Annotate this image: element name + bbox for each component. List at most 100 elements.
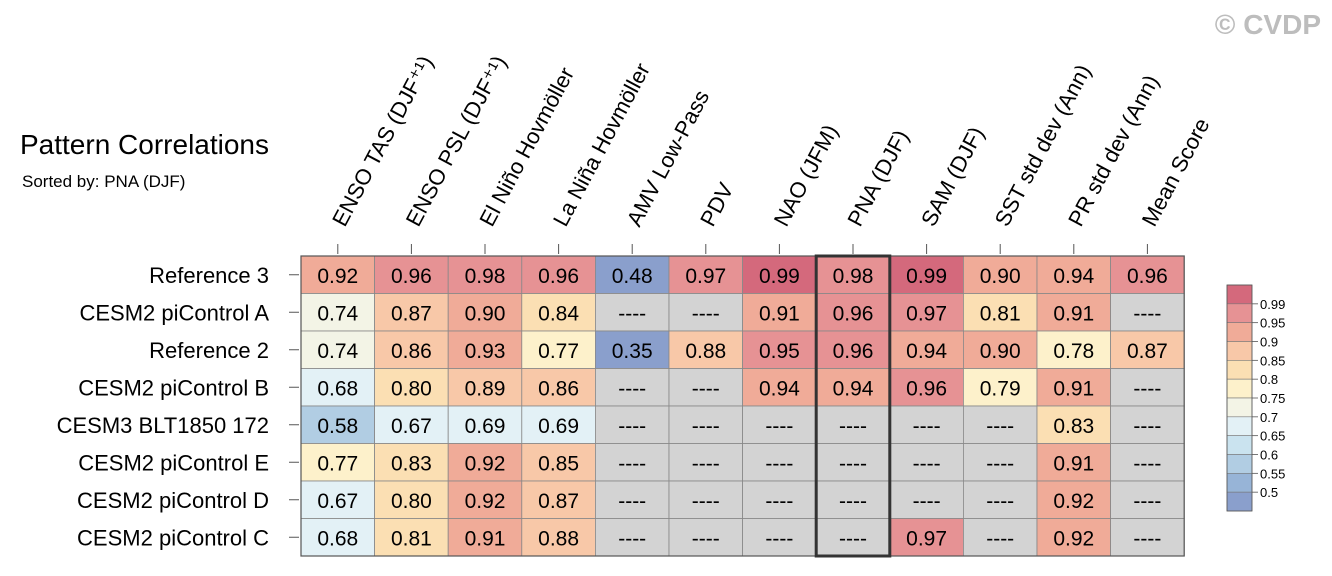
column-label: Mean Score [1137, 114, 1215, 230]
heatmap-cell [1036, 405, 1111, 444]
cell-value-label: 0.48 [612, 265, 653, 288]
colorbar-label: 0.85 [1260, 353, 1285, 368]
cell-value-label: 0.88 [685, 340, 726, 363]
heatmap-cell [1036, 293, 1111, 332]
colorbar: 0.99 0.95 0.9 0.85 0.8 0.75 0.7 0.65 0.6 0.55 0.5 [1226, 284, 1285, 512]
heatmap-cell [374, 405, 449, 444]
cell-value-label: ---- [618, 302, 646, 325]
chart-title: Pattern Correlations [20, 129, 269, 160]
cell-value-label: 0.78 [1053, 340, 1094, 363]
heatmap-cell [300, 443, 375, 482]
colorbar-swatch [1226, 322, 1253, 342]
heatmap-cell [815, 293, 891, 332]
heatmap-cell [595, 330, 670, 369]
heatmap-cell [668, 293, 743, 332]
heatmap-cell [889, 293, 964, 332]
cell-value-label: 0.96 [391, 265, 432, 288]
row-label: Reference 3 [149, 263, 269, 288]
column-label: NAO (JFM) [769, 120, 843, 230]
heatmap-grid: 0.92 0.96 0.98 0.96 0.48 0.97 0.99 0.98 0.99 0.90… [57, 51, 1215, 558]
heatmap-cell [742, 330, 817, 369]
heatmap-cell [668, 368, 743, 407]
cell-value-label: 0.74 [317, 302, 358, 325]
cell-value-label: 0.92 [317, 265, 358, 288]
cell-value-label: 0.96 [906, 377, 947, 400]
cell-value-label: ---- [765, 415, 793, 438]
colorbar-label: 0.55 [1260, 466, 1285, 481]
colorbar-swatch [1226, 303, 1253, 323]
colorbar-label: 0.99 [1260, 297, 1285, 312]
heatmap-cell [521, 368, 596, 407]
heatmap-cell [963, 480, 1038, 519]
cell-value-label: ---- [986, 452, 1014, 475]
heatmap-cell [447, 518, 523, 557]
cell-value-label: ---- [1133, 490, 1161, 513]
cell-value-label: 0.96 [538, 265, 579, 288]
cell-value-label: 0.87 [391, 302, 432, 325]
cell-value-label: 0.93 [465, 340, 506, 363]
row-label: CESM2 piControl D [77, 488, 269, 513]
cell-value-label: 0.58 [317, 415, 358, 438]
row-label: Reference 2 [149, 338, 269, 363]
cell-value-label: 0.90 [980, 265, 1021, 288]
heatmap-cell [742, 480, 817, 519]
heatmap-cell [963, 255, 1038, 294]
cell-value-label: 0.92 [465, 490, 506, 513]
heatmap-cell [963, 518, 1038, 557]
cell-value-label: 0.97 [685, 265, 726, 288]
cell-value-label: 0.91 [1053, 377, 1094, 400]
heatmap-cell [668, 443, 743, 482]
cell-value-label: ---- [913, 490, 941, 513]
heatmap-cell [668, 255, 743, 294]
cell-value-label: 0.80 [391, 490, 432, 513]
heatmap-cell [374, 293, 449, 332]
heatmap-cell [963, 368, 1038, 407]
cell-value-label: 0.80 [391, 377, 432, 400]
cell-value-label: 0.99 [906, 265, 947, 288]
cell-value-label: 0.67 [317, 490, 358, 513]
heatmap-cell [1110, 330, 1185, 369]
heatmap-cell [1110, 480, 1185, 519]
cell-value-label: ---- [839, 415, 867, 438]
cell-value-label: 0.67 [391, 415, 432, 438]
heatmap-cell [447, 480, 523, 519]
cell-value-label: ---- [692, 490, 720, 513]
heatmap-cell [521, 443, 596, 482]
cell-value-label: 0.89 [465, 377, 506, 400]
cell-value-label: ---- [692, 302, 720, 325]
cell-value-label: 0.91 [1053, 452, 1094, 475]
heatmap-cell [595, 480, 670, 519]
cell-value-label: ---- [986, 490, 1014, 513]
cell-value-label: ---- [618, 452, 646, 475]
heatmap-cell [1110, 255, 1185, 294]
cell-value-label: 0.96 [833, 340, 874, 363]
row-label: CESM2 piControl E [78, 450, 269, 475]
cell-value-label: 0.99 [759, 265, 800, 288]
cell-value-label: ---- [692, 415, 720, 438]
heatmap-cell [1036, 368, 1111, 407]
cell-value-label: 0.95 [759, 340, 800, 363]
colorbar-label: 0.95 [1260, 316, 1285, 331]
heatmap-cell [521, 293, 596, 332]
colorbar-swatch [1226, 341, 1253, 361]
cell-value-label: 0.85 [538, 452, 579, 475]
cell-value-label: 0.77 [538, 340, 579, 363]
cell-value-label: 0.77 [317, 452, 358, 475]
cell-value-label: 0.90 [980, 340, 1021, 363]
heatmap-cell [521, 518, 596, 557]
heatmap-cell [521, 330, 596, 369]
heatmap-cell [742, 293, 817, 332]
cell-value-label: 0.90 [465, 302, 506, 325]
colorbar-swatch [1226, 435, 1253, 455]
cell-value-label: 0.86 [391, 340, 432, 363]
cell-value-label: 0.97 [906, 527, 947, 550]
cell-value-label: ---- [839, 527, 867, 550]
cell-value-label: ---- [1133, 452, 1161, 475]
cell-value-label: ---- [1133, 302, 1161, 325]
cell-value-label: 0.87 [538, 490, 579, 513]
column-label: PDV [695, 178, 738, 230]
cell-value-label: ---- [913, 452, 941, 475]
heatmap-cell [815, 443, 891, 482]
cell-value-label: ---- [618, 377, 646, 400]
